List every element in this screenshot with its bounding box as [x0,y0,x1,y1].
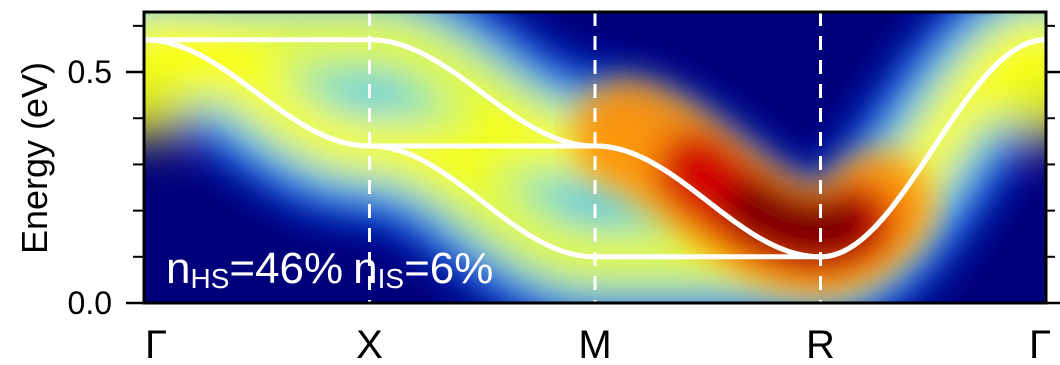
band-curve-3 [144,37,1046,260]
hotspot-darkred [725,179,871,256]
k-point-label: R [806,323,835,365]
n-is-subscript: IS [378,263,404,294]
y-axis-label: Energy (eV) [14,62,55,254]
plot-frame [142,10,1048,305]
k-point-label: X [356,323,383,365]
heatmap-hotspot [573,79,932,294]
y-tick-label: 0.0 [68,285,112,321]
n-is-symbol: n [353,244,377,293]
n-hs-symbol: n [166,244,190,293]
n-hs-subscript: HS [190,263,229,294]
k-point-label: Γ [1029,323,1051,365]
occupation-annotation: nHS=46% nIS=6% [166,244,493,294]
band-curves [144,37,1046,260]
heatmap-maximum [144,30,204,141]
n-hs-value: =46% [229,244,343,293]
y-axis-ticks: 0.0 0.5 [68,24,1060,321]
k-point-label: Γ [145,323,167,365]
k-point-label: M [578,323,611,365]
n-is-value: =6% [404,244,493,293]
y-tick-label: 0.5 [68,54,112,90]
